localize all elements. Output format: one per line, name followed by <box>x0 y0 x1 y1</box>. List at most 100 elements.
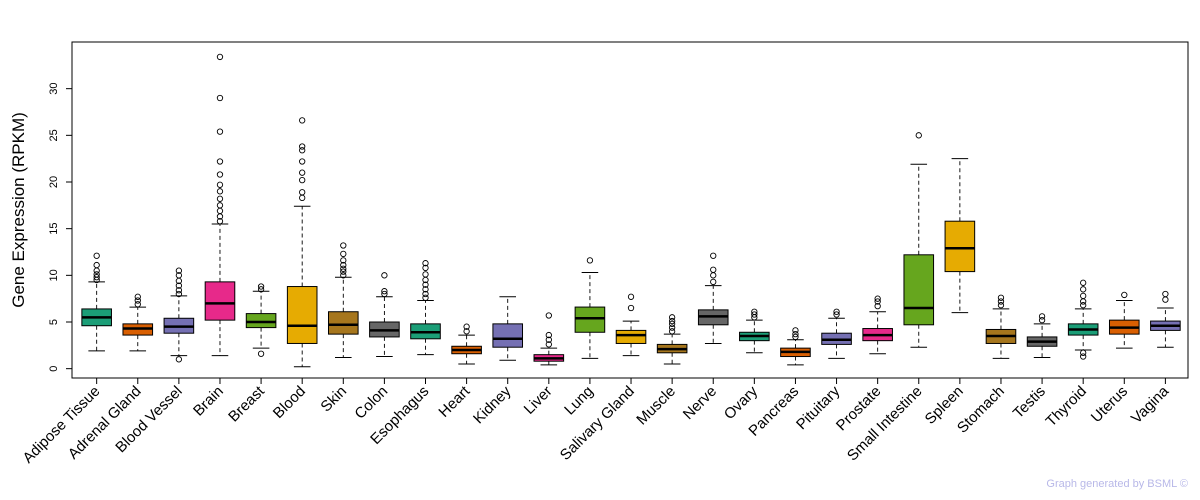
outlier-point <box>1162 296 1169 303</box>
outlier-point <box>422 260 429 267</box>
outlier-point <box>710 278 717 286</box>
box-pancreas <box>780 327 811 366</box>
x-category-label: Vagina <box>1128 382 1173 427</box>
box-nerve <box>697 252 729 344</box>
credit-text: Graph generated by BSML © <box>1046 478 1188 490</box>
outlier-point <box>175 287 183 294</box>
box-blood-vessel <box>163 267 195 363</box>
outlier-point <box>545 312 552 319</box>
box-skin <box>327 242 359 358</box>
iqr-box <box>944 220 976 273</box>
outlier-point <box>751 308 758 315</box>
outlier-point <box>422 286 429 293</box>
outlier-point <box>93 274 100 281</box>
outlier-point <box>1162 290 1169 298</box>
outlier-point <box>299 194 306 202</box>
outlier-point <box>1038 313 1046 320</box>
iqr-box <box>204 281 236 321</box>
outlier-point <box>93 271 100 278</box>
box-brain <box>204 53 236 357</box>
outlier-point <box>216 218 224 225</box>
box-thyroid <box>1067 279 1099 360</box>
x-category-label: Small Intestine <box>844 383 926 465</box>
outlier-point <box>340 257 347 264</box>
outlier-point <box>422 264 429 272</box>
x-category-label: Nerve <box>680 383 720 423</box>
outlier-point <box>792 327 799 334</box>
outlier-point <box>833 311 840 318</box>
plot-frame <box>71 41 1189 379</box>
outlier-point <box>1121 291 1128 299</box>
iqr-box <box>286 286 318 344</box>
x-category-label: Breast <box>225 382 268 425</box>
outlier-point <box>340 261 347 269</box>
outlier-point <box>216 207 224 215</box>
outlier-point <box>1038 316 1046 324</box>
outlier-point <box>627 293 635 300</box>
box-ovary <box>739 308 770 354</box>
outlier-point <box>1080 298 1087 305</box>
outlier-point <box>545 341 552 348</box>
y-tick-label: 0 <box>48 366 60 372</box>
outlier-point <box>915 132 922 139</box>
box-adipose-tissue <box>81 252 112 352</box>
outlier-point <box>216 94 224 102</box>
outlier-point <box>1080 349 1087 356</box>
outlier-point <box>299 143 306 150</box>
box-adrenal-gland <box>122 293 154 352</box>
outlier-point <box>422 294 429 301</box>
outlier-point <box>175 290 183 298</box>
outlier-point <box>93 261 100 269</box>
box-liver <box>533 312 565 366</box>
y-tick-label: 25 <box>48 129 60 141</box>
outlier-point <box>1080 292 1087 300</box>
box-uterus <box>1108 291 1140 349</box>
outlier-point <box>997 302 1005 309</box>
x-category-label: Testis <box>1010 383 1049 422</box>
outlier-point <box>299 158 306 165</box>
outlier-point <box>463 323 470 330</box>
outlier-point <box>299 147 306 154</box>
x-category-label: Muscle <box>633 383 679 429</box>
x-category-label: Brain <box>190 383 227 420</box>
y-tick-label: 15 <box>48 223 60 235</box>
box-vagina <box>1150 290 1181 348</box>
outlier-point <box>1080 279 1087 286</box>
box-esophagus <box>410 260 441 356</box>
box-prostate <box>862 295 893 355</box>
outlier-point <box>874 302 881 310</box>
box-colon <box>369 272 400 358</box>
plot-area <box>81 53 1181 368</box>
box-pituitary <box>821 308 852 359</box>
outlier-point <box>257 283 265 290</box>
box-testis <box>1026 313 1058 358</box>
y-tick-label: 5 <box>48 319 60 325</box>
box-stomach <box>985 294 1017 359</box>
outlier-point <box>833 308 840 315</box>
x-category-label: Liver <box>521 383 556 418</box>
outlier-point <box>422 290 429 298</box>
outlier-point <box>545 331 552 339</box>
outlier-point <box>299 176 306 184</box>
iqr-box <box>615 329 647 344</box>
outlier-point <box>668 324 676 331</box>
outlier-point <box>216 181 224 188</box>
outlier-point <box>381 288 388 295</box>
outlier-point <box>874 295 881 302</box>
outlier-point <box>997 298 1005 305</box>
box-kidney <box>492 296 524 361</box>
outlier-point <box>874 298 881 305</box>
outlier-point <box>1080 286 1087 293</box>
outlier-point <box>422 271 429 278</box>
outlier-point <box>93 252 100 259</box>
outlier-point <box>340 268 347 275</box>
iqr-box <box>245 313 277 329</box>
outlier-point <box>216 188 224 195</box>
outlier-point <box>710 266 717 273</box>
outlier-point <box>1080 353 1087 360</box>
outlier-point <box>340 250 347 258</box>
outlier-point <box>422 281 429 288</box>
x-category-label: Thyroid <box>1043 383 1090 430</box>
y-tick-label: 20 <box>48 176 60 188</box>
